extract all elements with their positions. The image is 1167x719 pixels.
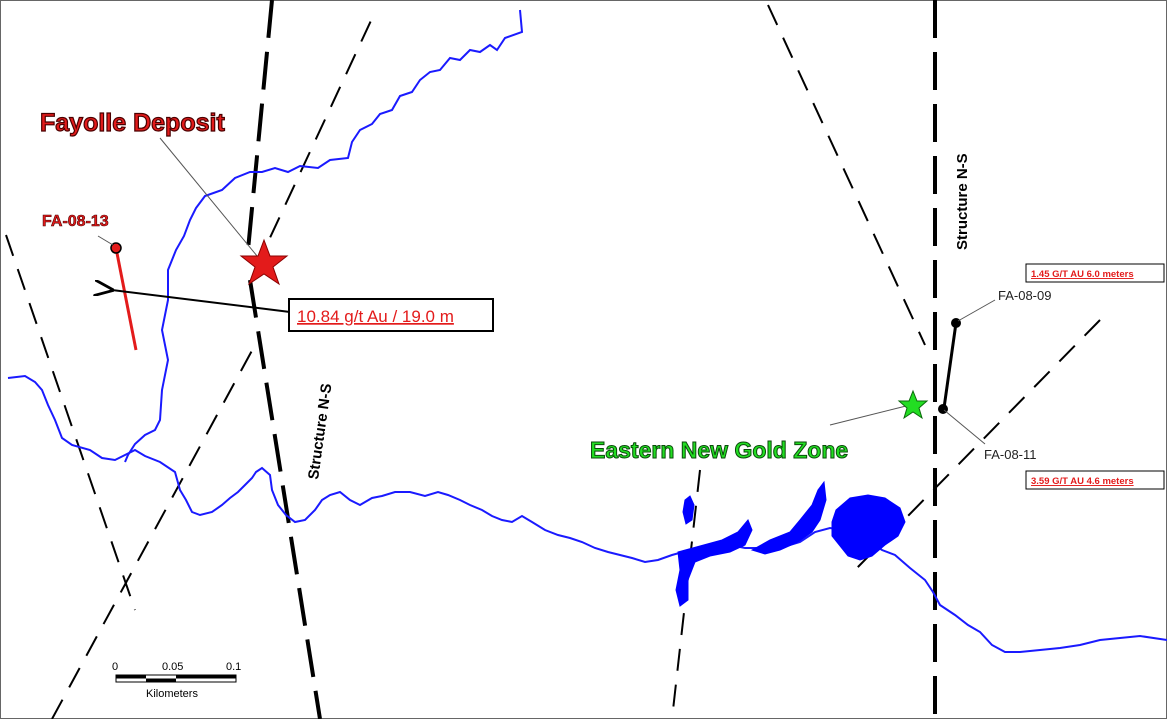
fault-line: [254, 11, 376, 271]
assay-arrow: [112, 290, 291, 313]
scale-segment: [176, 675, 236, 679]
leader-eastern-zone: [829, 404, 911, 426]
leader-lines: [97, 137, 996, 445]
lake-east: [831, 494, 906, 561]
assay-text-fayolle: 10.84 g/t Au / 19.0 m: [297, 307, 454, 326]
label-structure-west: Structure N-S: [305, 382, 335, 480]
lake-west-small: [682, 495, 695, 525]
label-fa0811: FA-08-11: [984, 447, 1037, 462]
assay-text-fa0811: 3.59 G/T AU 4.6 meters: [1031, 476, 1134, 487]
label-fa0813: FA-08-13: [42, 213, 109, 230]
structure-line-west: [246, 0, 274, 251]
lake-middle: [750, 480, 827, 555]
structure-line-west-south: [248, 279, 322, 719]
leader-fa0813: [97, 235, 114, 246]
star-icon[interactable]: [897, 389, 929, 420]
drillhole-fa0809-fa0811[interactable]: [938, 318, 961, 414]
fault-line: [767, 4, 926, 346]
leader-fa0809: [957, 299, 996, 322]
fault-line: [51, 344, 256, 719]
structure-lines: [246, 0, 937, 719]
scale-tick-01: 0.1: [226, 661, 241, 673]
drill-collar-fa0809: [951, 318, 961, 328]
assay-box-fa0809[interactable]: 1.45 G/T AU 6.0 meters: [1025, 263, 1165, 283]
assay-box-fayolle[interactable]: 10.84 g/t Au / 19.0 m: [288, 298, 494, 332]
north-stream: [124, 9, 524, 463]
scale-segment: [146, 678, 176, 682]
main-river: [7, 374, 1167, 653]
fault-line: [5, 234, 136, 611]
drill-trace-black: [942, 322, 958, 409]
scale-tick-0: 0: [112, 661, 118, 673]
scale-segment: [116, 675, 146, 679]
label-structure-east: Structure N-S: [954, 153, 971, 250]
scale-bar: 0 0.05 0.1 Kilometers: [112, 661, 241, 700]
label-eastern-new-gold-zone: Eastern New Gold Zone: [590, 437, 848, 463]
leader-fa0811: [943, 409, 986, 445]
assay-box-fa0811[interactable]: 3.59 G/T AU 4.6 meters: [1025, 470, 1165, 490]
label-fayolle-deposit: Fayolle Deposit: [40, 109, 225, 137]
scale-tick-005: 0.05: [162, 661, 183, 673]
leader-fayolle: [159, 137, 263, 263]
star-icon[interactable]: [239, 238, 289, 286]
hydrography: [7, 9, 1167, 653]
scale-unit-label: Kilometers: [146, 688, 198, 700]
label-fa0809: FA-08-09: [998, 288, 1051, 303]
drill-collar: [110, 242, 122, 254]
lake-west: [675, 519, 753, 607]
assay-text-fa0809: 1.45 G/T AU 6.0 meters: [1031, 269, 1134, 280]
lakes: [675, 480, 906, 607]
drillhole-fa0813[interactable]: [110, 242, 138, 351]
drill-trace-red: [114, 247, 138, 351]
